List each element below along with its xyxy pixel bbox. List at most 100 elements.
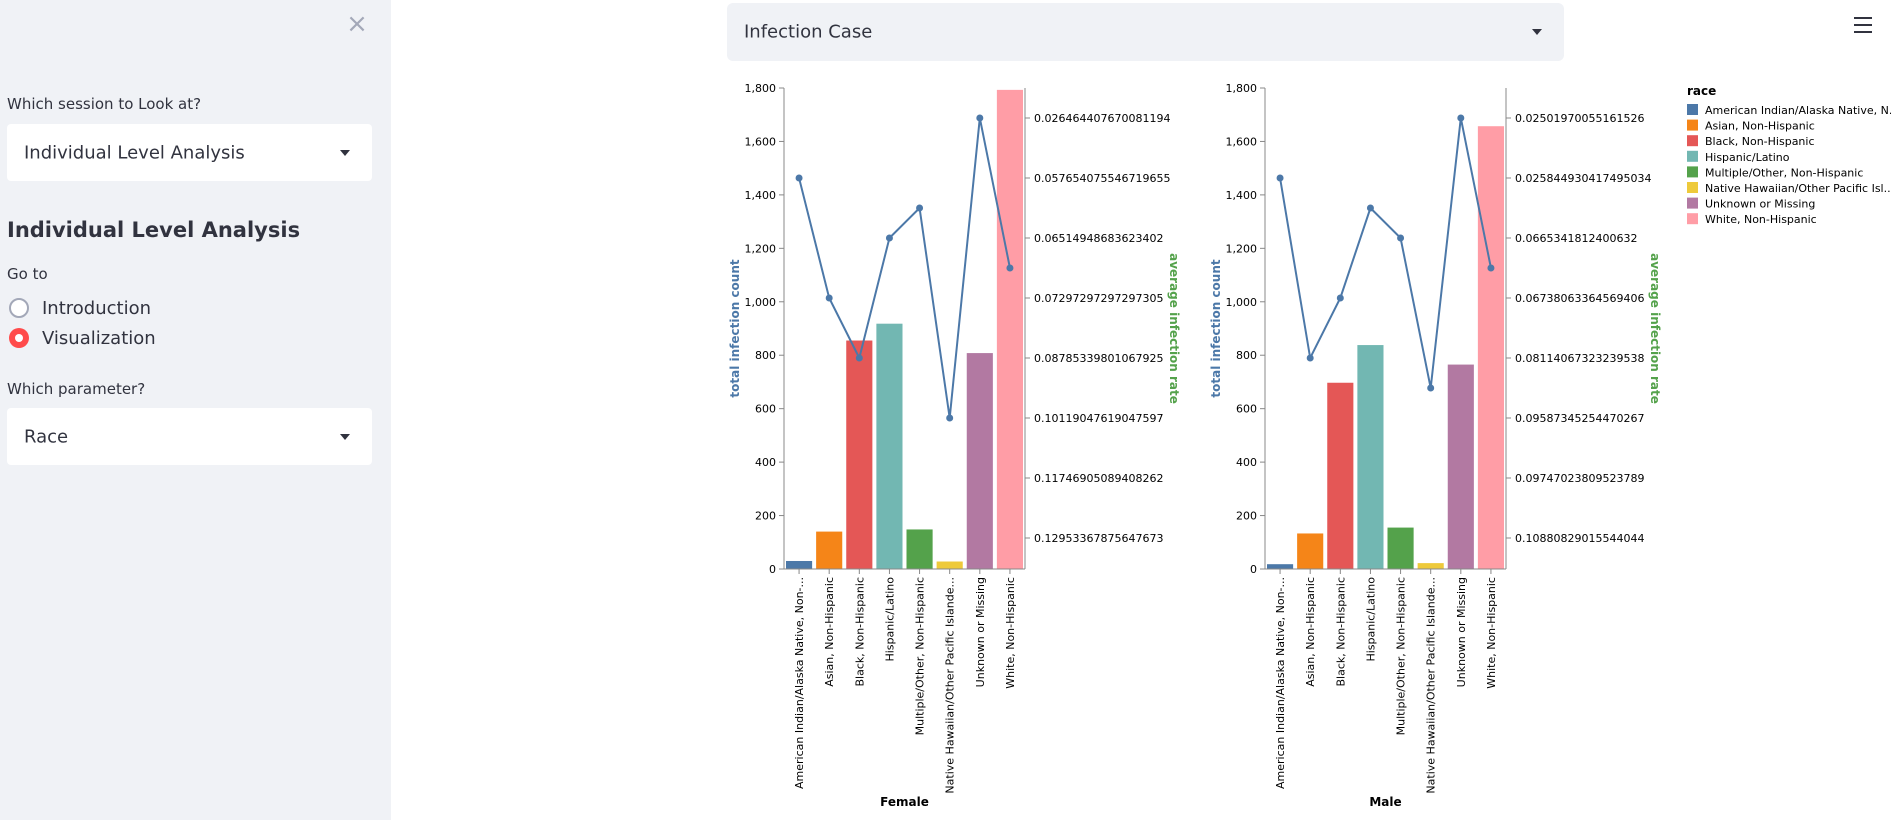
x-tick-label: White, Non-Hispanic [1004,577,1017,689]
radio-unselected-icon[interactable] [9,298,29,318]
menu-icon[interactable] [1854,17,1872,38]
legend-label: Unknown or Missing [1705,198,1815,211]
x-tick-label: Black, Non-Hispanic [1334,577,1347,687]
bar [966,353,993,569]
x-tick-label: Multiple/Other, Non-Hispanic [914,577,927,735]
rate-point [1336,294,1344,302]
y-tick-label: 1,600 [745,135,777,148]
legend-swatch [1687,135,1698,147]
x-tick-label: White, Non-Hispanic [1485,577,1498,689]
bar [1357,345,1384,569]
y-tick-label: 600 [1236,403,1257,416]
rate-point [795,174,803,182]
chevron-down-icon [340,149,350,156]
legend-label: Multiple/Other, Non-Hispanic [1705,166,1863,179]
bar [876,323,903,569]
right-tick-label: 0.11746905089408262 [1034,472,1163,485]
right-tick-label: 0.09747023809523789 [1515,472,1644,485]
bar [936,561,963,569]
left-axis-title: total infection count [728,259,742,397]
rate-point [1276,174,1284,182]
y-tick-label: 400 [1236,456,1257,469]
x-tick-label: Asian, Non-Hispanic [823,577,836,687]
y-tick-label: 200 [1236,510,1257,523]
x-tick-label: American Indian/Alaska Native, Non-... [793,577,806,789]
metric-select-value: Infection Case [744,21,873,43]
parameter-select[interactable]: Race [7,408,372,465]
legend-swatch [1687,104,1698,115]
left-axis-title: total infection count [1209,259,1223,397]
legend-swatch [1687,119,1698,131]
chevron-down-icon [340,433,350,440]
bar [846,340,873,569]
x-tick-label: Unknown or Missing [1455,577,1468,687]
rate-line [1279,117,1492,389]
sidebar: × Which session to Look at? Individual L… [0,0,391,820]
legend-swatch [1687,213,1698,225]
right-tick-label: 0.10119047619047597 [1034,412,1163,425]
legend-label: Native Hawaiian/Other Pacific Isl... [1705,182,1891,195]
y-tick-label: 800 [755,349,776,362]
bar [1447,364,1474,569]
y-tick-label: 1,000 [1226,296,1258,309]
x-tick-label: Native Hawaiian/Other Pacific Islande... [944,577,957,794]
metric-select[interactable]: Infection Case [727,3,1564,61]
legend-label: Hispanic/Latino [1705,151,1790,164]
chevron-down-icon [1532,29,1542,35]
bar [816,531,843,569]
x-tick-label: Multiple/Other, Non-Hispanic [1395,577,1408,735]
rate-point [976,114,984,122]
right-tick-label: 0.07297297297297305 [1034,292,1163,305]
legend-title: race [1687,84,1716,98]
right-tick-label: 0.09587345254470267 [1515,412,1644,425]
y-tick-label: 1,400 [1226,189,1258,202]
x-tick-label: Hispanic/Latino [883,577,896,662]
rate-point [916,204,924,212]
bar [1267,564,1294,569]
y-tick-label: 1,000 [745,296,777,309]
y-tick-label: 0 [1250,563,1257,576]
radio-visualization[interactable]: Visualization [9,325,156,351]
bar [786,560,813,569]
rate-point [1006,264,1014,272]
goto-label: Go to [7,265,48,283]
rate-point [1487,264,1495,272]
y-tick-label: 400 [755,456,776,469]
bar [1477,126,1504,570]
right-axis-title: average infection rate [1648,253,1662,404]
y-tick-label: 1,800 [1226,82,1258,95]
rate-point [1397,234,1405,242]
y-tick-label: 800 [1236,349,1257,362]
facet-label: Female [880,795,929,809]
right-tick-label: 0.08114067323239538 [1515,352,1644,365]
right-tick-label: 0.05765407554671965​5 [1034,172,1170,185]
y-tick-label: 600 [755,403,776,416]
parameter-select-value: Race [24,426,69,447]
legend-label: Black, Non-Hispanic [1705,135,1815,148]
close-sidebar-icon[interactable]: × [346,9,368,39]
parameter-label: Which parameter? [7,380,146,398]
session-select[interactable]: Individual Level Analysis [7,124,372,181]
rate-point [855,354,863,362]
legend-swatch [1687,197,1698,209]
rate-line [798,117,1011,419]
y-tick-label: 200 [755,510,776,523]
radio-selected-icon[interactable] [9,328,29,348]
radio-label: Visualization [42,327,156,349]
right-tick-label: 0.02646440767008119​4 [1034,112,1170,125]
right-axis-title: average infection rate [1167,253,1181,404]
y-tick-label: 1,600 [1226,135,1258,148]
legend-label: White, Non-Hispanic [1705,213,1817,226]
session-label: Which session to Look at? [7,95,202,113]
right-tick-label: 0.06514948683623402 [1034,232,1163,245]
bar [1297,533,1324,569]
bar [996,89,1023,570]
rate-point [885,234,893,242]
legend-swatch [1687,182,1698,193]
radio-label: Introduction [42,297,152,319]
right-tick-label: 0.025844930417495034 [1515,172,1651,185]
bar [1327,382,1354,569]
rate-point [946,414,954,422]
radio-introduction[interactable]: Introduction [9,295,151,321]
rate-point [1457,114,1465,122]
